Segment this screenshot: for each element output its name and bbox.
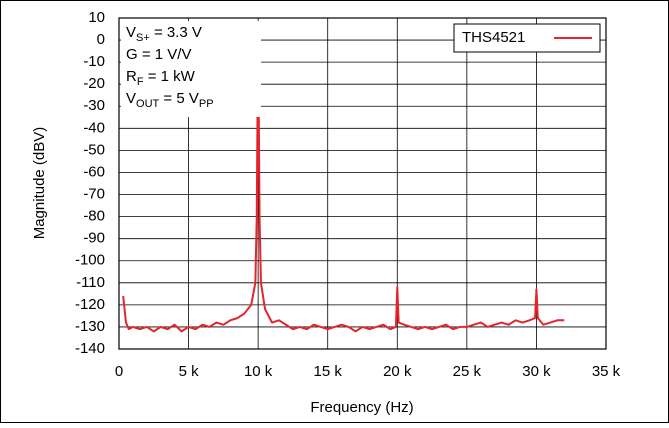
y-tick-label: -20 [83,75,105,92]
y-tick-label: -80 [83,208,105,225]
y-tick-label: 10 [88,9,105,26]
y-tick-label: -10 [83,53,105,70]
annotation-text: = 5 V [159,90,199,107]
y-tick-label: -140 [75,340,105,357]
annotation: G = 1 V/V [126,46,191,63]
annotation: VS+ = 3.3 V [126,24,202,44]
annotation-text: = 3.3 V [150,24,202,41]
y-tick-label: -120 [75,296,105,313]
x-axis-label: Frequency (Hz) [310,399,413,416]
annotation-text: G = 1 V/V [126,46,191,63]
x-tick-label: 10 k [244,363,273,380]
legend-label: THS4521 [462,29,525,46]
annotation-subscript: OUT [136,98,160,110]
annotation-text: = 1 kW [144,68,196,85]
y-tick-label: -50 [83,141,105,158]
x-tick-label: 35 k [592,363,621,380]
annotation-text: V [126,90,136,107]
series-line [122,28,565,333]
y-tick-label: -60 [83,163,105,180]
annotation-subscript: F [137,76,144,88]
x-tick-label: 30 k [522,363,551,380]
y-tick-label: -110 [76,274,105,291]
y-tick-label: -130 [75,318,105,335]
x-tick-label: 15 k [314,363,343,380]
annotation-text: R [126,68,137,85]
y-tick-label: -70 [83,186,105,203]
annotation-subscript: S+ [136,32,150,44]
annotation: RF = 1 kW [126,68,196,88]
y-tick-label: -90 [83,230,105,247]
annotation-text: V [126,24,136,41]
annotation-subscript: PP [199,98,214,110]
x-tick-label: 25 k [453,363,482,380]
y-axis-label: Magnitude (dBV) [31,127,48,240]
annotation: VOUT = 5 VPP [126,90,214,110]
y-tick-label: 0 [97,31,105,48]
annotation-box [121,21,261,117]
y-tick-label: -100 [75,252,105,269]
y-tick-label: -30 [83,97,105,114]
x-tick-label: 0 [115,363,123,380]
x-tick-label: 5 k [179,363,200,380]
y-tick-label: -40 [83,119,105,136]
x-tick-label: 20 k [383,363,412,380]
plot-frame [118,17,607,350]
